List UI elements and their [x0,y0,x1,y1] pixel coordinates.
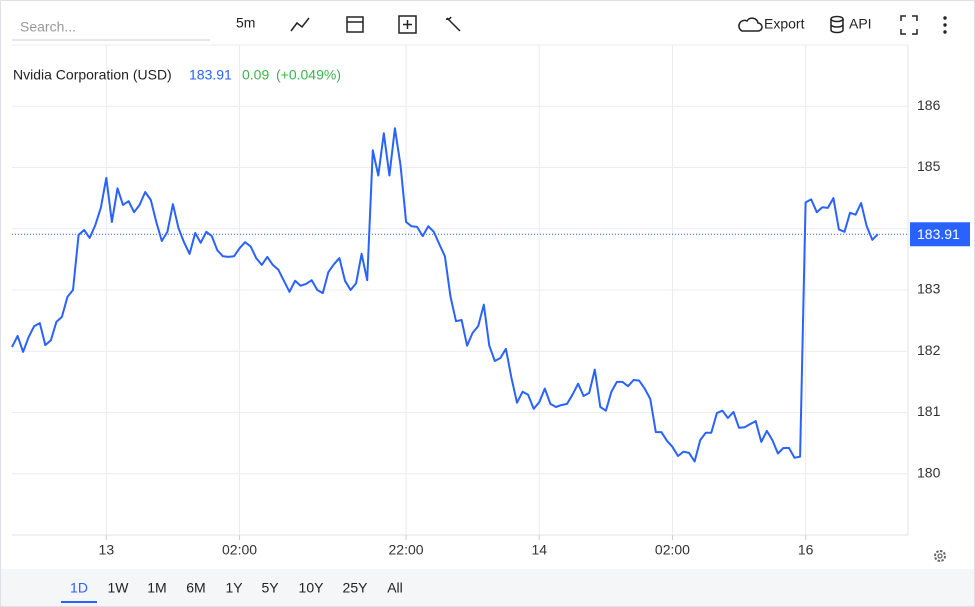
range-button[interactable]: 1M [147,580,166,596]
y-tick-label: 185 [917,158,941,174]
x-tick-label: 14 [531,542,547,558]
y-tick-label: 183 [917,281,941,297]
range-button[interactable]: 10Y [299,580,325,596]
settings-wrench-icon[interactable] [445,16,461,32]
search-input[interactable]: Search... [20,19,76,35]
add-indicator-plus [403,20,412,29]
range-button[interactable]: All [387,580,403,596]
range-bar [1,569,974,606]
x-tick-label: 13 [99,542,115,558]
interval-button[interactable]: 5m [236,15,255,31]
header-price: 183.91 [189,67,232,83]
export-icon[interactable] [738,17,763,32]
x-tick-label: 16 [798,542,814,558]
price-line [11,127,879,463]
range-button[interactable]: 6M [186,580,205,596]
api-icon-body [830,19,844,34]
range-button[interactable]: 1Y [225,580,243,596]
settings-gear[interactable] [934,550,946,562]
grid [12,45,908,535]
last-price-badge [910,222,970,247]
api-button[interactable]: API [849,16,872,32]
y-tick-label: 181 [917,403,941,419]
range-button[interactable]: 25Y [343,580,369,596]
export-button[interactable]: Export [764,16,805,32]
x-tick-label: 02:00 [655,542,690,558]
instrument-name: Nvidia Corporation (USD) [13,67,172,83]
last-price-label: 183.91 [917,226,960,242]
x-tick-label: 02:00 [222,542,257,558]
more-menu[interactable] [943,16,947,34]
chart-type-icon[interactable] [290,17,310,32]
range-button[interactable]: 1W [108,580,130,596]
fullscreen-icon[interactable] [900,15,918,35]
header-change-percent: (+0.049%) [276,67,341,83]
header-change: 0.09 [242,67,269,83]
range-button[interactable]: 5Y [261,580,279,596]
y-tick-label: 180 [917,464,941,480]
toolbar: Search... 5m Export API [12,15,947,41]
range-button[interactable]: 1D [70,580,88,596]
y-tick-label: 186 [917,97,941,113]
x-tick-label: 22:00 [389,542,424,558]
add-indicator-icon[interactable] [398,15,417,34]
y-tick-label: 182 [917,342,941,358]
calendar-icon[interactable] [346,16,364,33]
